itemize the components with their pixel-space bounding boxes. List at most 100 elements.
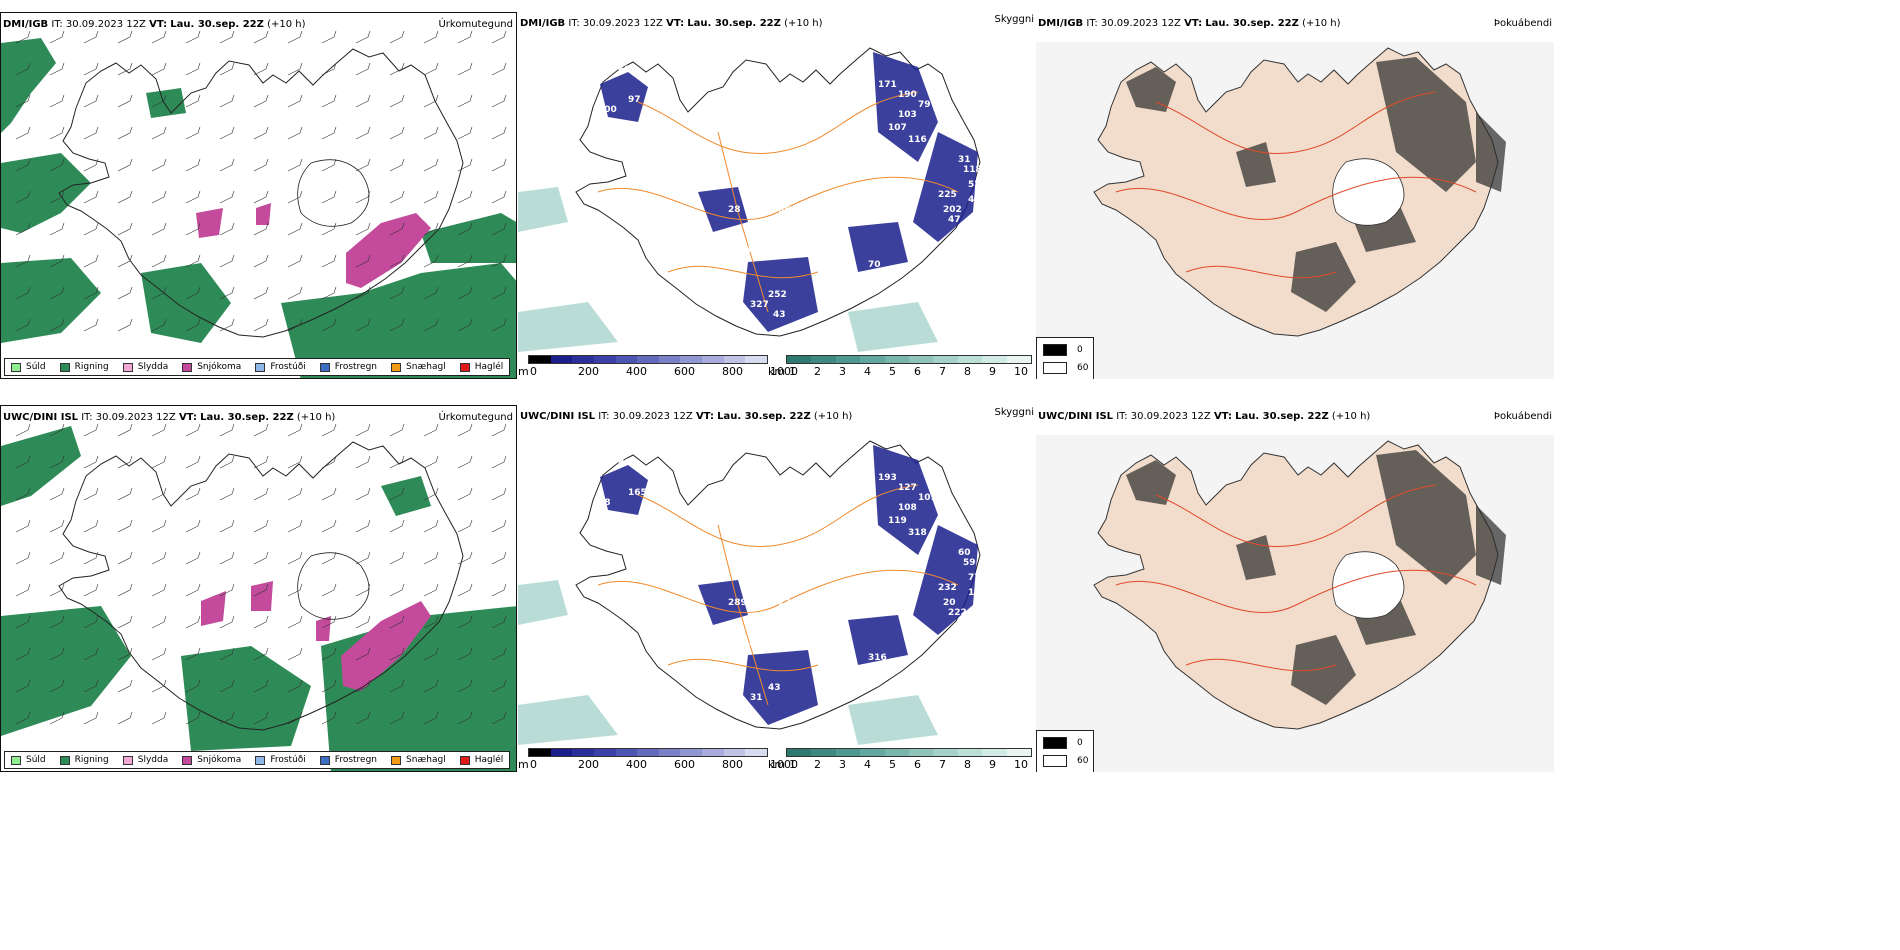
colorbar-tick: 400 [626, 365, 647, 378]
legend-label: Rigning [74, 362, 109, 372]
snow-area [316, 616, 331, 641]
legend-item: Slydda [122, 755, 168, 765]
cloud-base-value: 100 [598, 105, 617, 115]
visibility-colorbar [786, 355, 1032, 364]
road [1115, 569, 1477, 614]
rain-area [146, 88, 186, 118]
colorbar-cell [909, 356, 934, 363]
road [597, 176, 959, 221]
cloud-base-value: 59 [963, 558, 976, 568]
cloud-base-value: 31 [658, 235, 671, 245]
legend-item: Haglél [459, 755, 503, 765]
fog-legend-swatch [1043, 344, 1067, 356]
cloud-base-value: 171 [878, 80, 897, 90]
colorbar-cell [680, 356, 703, 363]
legend-label: Slydda [137, 362, 169, 372]
visibility-unit: km [768, 758, 786, 771]
cloud-base-value: 232 [938, 583, 957, 593]
colorbar-cell [702, 356, 724, 363]
wind-barbs [15, 30, 507, 332]
rain-area [281, 263, 516, 378]
iceland-coastline [58, 441, 464, 731]
colorbar-tick: 5 [889, 758, 896, 771]
colorbar-cell [615, 356, 638, 363]
cloud-base-value: 148 [723, 623, 742, 633]
fog-area [1126, 460, 1176, 505]
colorbar-tick: 8 [964, 365, 971, 378]
colorbar-tick: 7 [939, 758, 946, 771]
precip-map-row1 [1, 30, 516, 378]
legend-label: Haglél [474, 362, 504, 372]
cloud-base-value: 28 [728, 205, 741, 215]
rain-area [1, 426, 81, 506]
colorbar-tick: 7 [939, 365, 946, 378]
cloud-base-value: 103 [898, 110, 917, 120]
glacier-outline [297, 552, 370, 620]
colorbar-cell [572, 356, 594, 363]
precip-type-label: Úrkomutegund [438, 19, 513, 30]
colorbar-cell [637, 356, 659, 363]
cloud-base-value: 83 [693, 225, 706, 235]
legend-item: Slydda [122, 362, 169, 372]
legend-swatch [11, 755, 21, 765]
visibility-label: Skyggni [994, 407, 1034, 418]
cloud-base-value: 31 [958, 155, 971, 165]
cloud-base-colorbar [528, 748, 768, 757]
legend-label: Frostregn [334, 755, 378, 765]
legend-swatch [459, 755, 470, 765]
cloud-base-value: 42 [873, 275, 886, 285]
legend-item: Snjókoma [182, 755, 241, 765]
cloud-base-value: 35 [638, 205, 651, 215]
cloud-base-unit: m [518, 758, 529, 771]
colorbar-tick: 1 [789, 758, 796, 771]
legend-item: Snæhagl [391, 755, 446, 765]
cloud-base-value: 222 [948, 608, 967, 618]
fog-panel-row1: DMI/IGB IT: 30.09.2023 12Z VT: Lau. 30.s… [1036, 12, 1554, 379]
legend-label: Súld [26, 755, 46, 765]
road-network [1115, 484, 1477, 672]
legend-item: Snjókoma [182, 362, 241, 372]
legend-label: Rigning [74, 755, 109, 765]
cloud-base-value: 190 [898, 90, 917, 100]
colorbar-tick: 800 [722, 758, 743, 771]
cloud-base-value: 76 [778, 508, 791, 518]
rain-area [1, 606, 131, 736]
fog-panel-row2: UWC/DINI ISL IT: 30.09.2023 12Z VT: Lau.… [1036, 405, 1554, 772]
colorbar-tick: 400 [626, 758, 647, 771]
cloud-base-value: 118 [963, 165, 982, 175]
colorbar-cell [680, 749, 703, 756]
road-network [597, 484, 959, 706]
colorbar-tick: 800 [722, 365, 743, 378]
colorbar-cell [723, 749, 746, 756]
rain-area [141, 263, 231, 343]
colorbar-cell [745, 749, 768, 756]
fog-legend-label: 60 [1077, 363, 1089, 373]
fog-legend-item: 0 [1043, 344, 1083, 356]
cloud-base-value: 86 [618, 458, 631, 468]
fog-legend-label: 0 [1077, 345, 1083, 355]
colorbar-cell [933, 749, 958, 756]
colorbar-tick: 9 [989, 365, 996, 378]
visibility-area [518, 695, 618, 745]
cloud-base-value: 48 [698, 573, 711, 583]
colorbar-cell [615, 749, 638, 756]
rain-area [181, 646, 311, 751]
cloud-base-value: 119 [888, 516, 907, 526]
legend-label: Snjókoma [197, 755, 242, 765]
cloud-base-value: 327 [750, 300, 769, 310]
colorbar-cell [572, 749, 594, 756]
cloud-base-value: 316 [868, 653, 887, 663]
colorbar-cell [909, 749, 934, 756]
cloud-base-value: 60 [958, 548, 971, 558]
colorbar-tick: 4 [864, 758, 871, 771]
colorbar-cell [933, 356, 958, 363]
fog-index-label: Þokuábendi [1493, 411, 1552, 422]
low-cloud-area [698, 580, 748, 625]
colorbar-tick: 8 [964, 758, 971, 771]
fog-legend-swatch [1043, 362, 1067, 374]
legend-swatch [59, 362, 70, 372]
road [1185, 265, 1337, 279]
low-cloud-area [698, 187, 748, 232]
road [637, 91, 919, 154]
